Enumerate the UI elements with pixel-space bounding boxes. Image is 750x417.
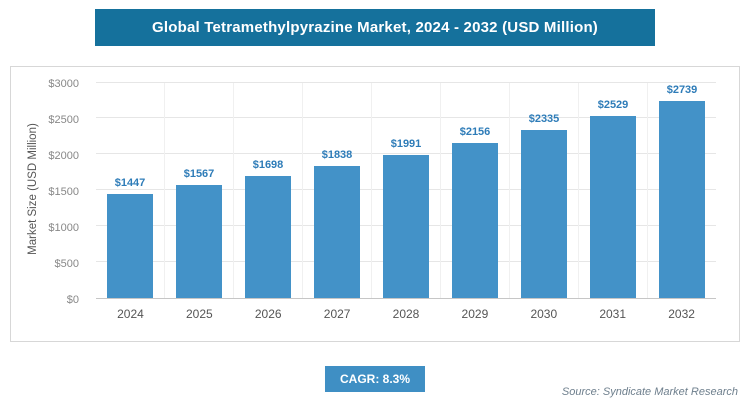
chart-title-bar: Global Tetramethylpyrazine Market, 2024 … (95, 9, 655, 46)
bar-value-label: $1447 (114, 176, 146, 189)
bars-group: $1447 $1567 $1698 $1838 $1991 $2156 $2335 $2529… (96, 83, 716, 298)
bar-column: $1991 (371, 83, 440, 298)
bar (313, 165, 361, 298)
bar-column: $1838 (302, 83, 371, 298)
x-axis-label: 2026 (254, 307, 282, 321)
chart-container: Market Size (USD Million) $0 $500 $1000 $15… (10, 66, 740, 342)
bar (658, 100, 706, 298)
cagr-badge: CAGR: 8.3% (324, 366, 426, 392)
x-axis-label: 2028 (392, 307, 420, 321)
x-axis-label: 2027 (323, 307, 351, 321)
bar (520, 129, 568, 298)
y-tick-label: $1000 (48, 222, 79, 234)
bar-column: $1698 (233, 83, 302, 298)
y-tick-label: $2000 (48, 150, 79, 162)
bar-column: $1567 (164, 83, 233, 298)
y-tick-label: $0 (66, 294, 79, 306)
gridline (96, 117, 716, 118)
source-text: Source: Syndicate Market Research (561, 386, 738, 398)
bar-column: $1447 (96, 83, 164, 298)
x-axis-labels: 2024 2025 2026 2027 2028 2029 2030 2031 2032 (96, 307, 716, 321)
bar-column: $2529 (578, 83, 647, 298)
y-tick-label: $2500 (48, 114, 79, 126)
bar-value-label: $1991 (390, 137, 422, 150)
bar-value-label: $1838 (321, 148, 353, 161)
bar (175, 185, 223, 298)
gridline (96, 82, 716, 83)
x-axis-label: 2029 (461, 307, 489, 321)
bar-value-label: $2156 (459, 125, 491, 138)
x-axis-label: 2024 (117, 307, 144, 321)
plot-area: $1447 $1567 $1698 $1838 $1991 $2156 $2335 $2529… (96, 82, 716, 299)
y-tick-label: $3000 (48, 78, 79, 90)
y-axis-tick-labels: $0 $500 $1000 $1500 $2000 $2500 $3000 (11, 78, 89, 306)
bar (451, 142, 499, 298)
x-axis-label: 2031 (599, 307, 627, 321)
gridline (96, 153, 716, 154)
bar-value-label: $1698 (252, 158, 284, 171)
x-axis-label: 2030 (530, 307, 558, 321)
bar-column: $2335 (509, 83, 578, 298)
bar-value-label: $1567 (183, 168, 215, 181)
y-tick-label: $500 (54, 258, 79, 270)
chart-title: Global Tetramethylpyrazine Market, 2024 … (151, 19, 599, 36)
y-tick-label: $1500 (48, 186, 79, 198)
bar (244, 175, 292, 298)
x-axis-label: 2032 (668, 307, 695, 321)
bar-column: $2739 (647, 83, 716, 298)
bar-value-label: $2335 (528, 112, 560, 125)
bar (106, 193, 154, 298)
bar (382, 154, 430, 298)
bar (589, 115, 637, 298)
x-axis-label: 2025 (185, 307, 213, 321)
bar-column: $2156 (440, 83, 509, 298)
bar-value-label: $2529 (597, 98, 629, 111)
bar-value-label: $2739 (666, 83, 698, 96)
